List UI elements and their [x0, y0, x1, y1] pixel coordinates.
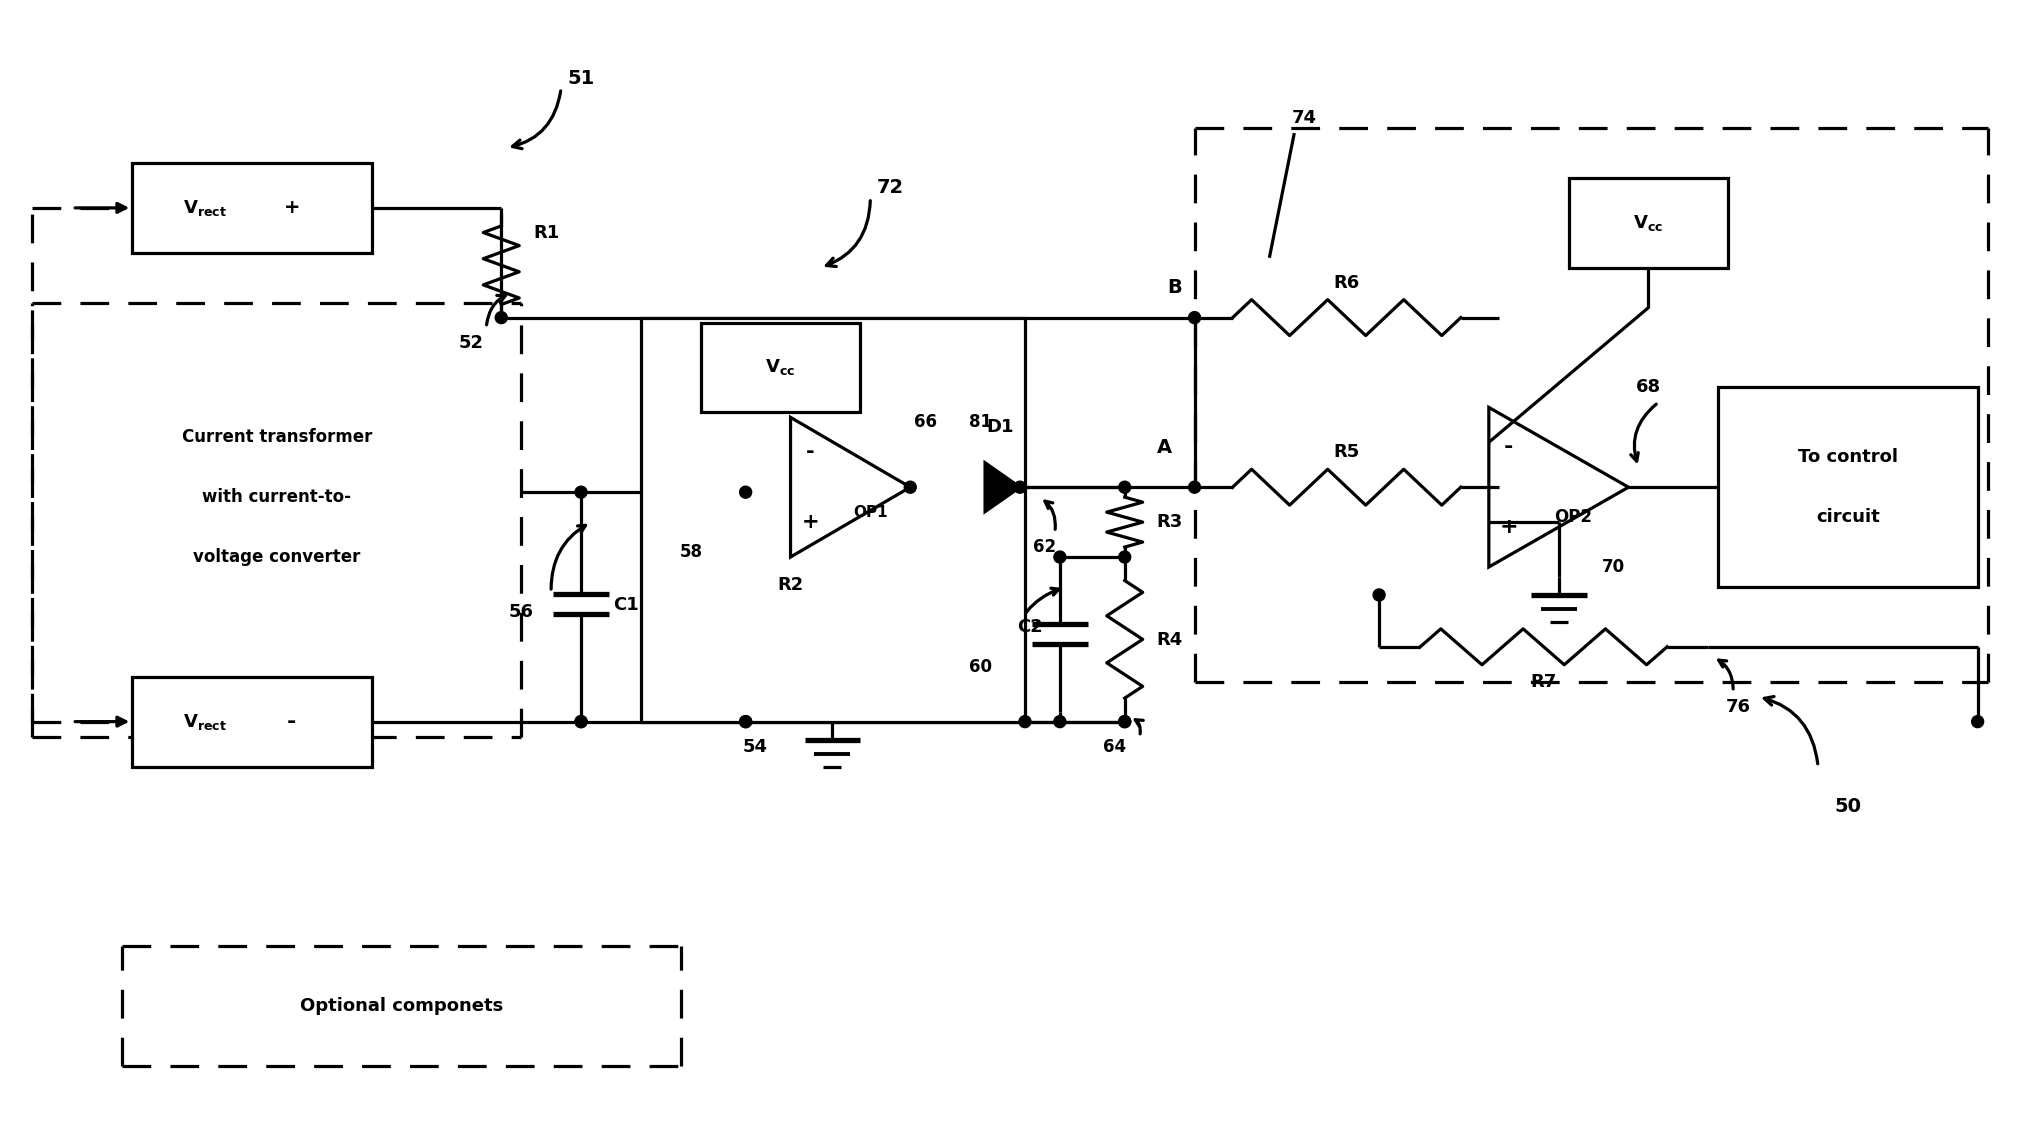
Text: $\mathbf{V}_{\mathbf{rect}}$: $\mathbf{V}_{\mathbf{rect}}$	[184, 198, 226, 218]
Text: $\mathbf{V_{cc}}$: $\mathbf{V_{cc}}$	[1634, 213, 1664, 233]
Text: OP1: OP1	[852, 505, 887, 520]
Text: 68: 68	[1636, 379, 1660, 397]
Text: B: B	[1168, 279, 1182, 297]
FancyArrowPatch shape	[1719, 661, 1733, 689]
Bar	[131, 163, 372, 252]
Text: 74: 74	[1291, 109, 1317, 127]
Text: D1: D1	[986, 418, 1014, 437]
Text: Current transformer: Current transformer	[182, 429, 372, 447]
Text: R4: R4	[1157, 631, 1184, 649]
Text: 66: 66	[913, 414, 937, 431]
Text: +: +	[802, 512, 820, 532]
Text: -: -	[1505, 438, 1513, 457]
Text: 54: 54	[743, 738, 768, 756]
FancyArrowPatch shape	[1010, 588, 1058, 649]
Text: 58: 58	[679, 543, 703, 561]
Circle shape	[1119, 715, 1131, 728]
Text: R2: R2	[778, 576, 804, 594]
FancyArrowPatch shape	[717, 507, 745, 539]
Circle shape	[576, 715, 588, 728]
Text: 56: 56	[509, 603, 533, 621]
Circle shape	[1054, 715, 1067, 728]
Text: $\mathbf{V}_{\mathbf{rect}}$: $\mathbf{V}_{\mathbf{rect}}$	[184, 712, 226, 731]
Bar	[1570, 179, 1729, 267]
Bar	[1719, 388, 1978, 587]
FancyArrowPatch shape	[1763, 697, 1818, 764]
Text: To control: To control	[1798, 448, 1899, 466]
Circle shape	[1054, 551, 1067, 563]
Circle shape	[1014, 481, 1026, 493]
Bar	[701, 323, 861, 413]
Text: 62: 62	[1034, 538, 1056, 556]
Bar	[131, 677, 372, 766]
Text: 70: 70	[1602, 558, 1624, 576]
Text: +: +	[1499, 517, 1519, 537]
Polygon shape	[986, 463, 1020, 512]
Text: C2: C2	[1018, 617, 1042, 636]
Text: 64: 64	[1103, 738, 1127, 756]
Text: +: +	[283, 198, 301, 217]
Circle shape	[1018, 715, 1030, 728]
Text: -: -	[806, 442, 814, 463]
Bar	[640, 317, 1024, 722]
Text: with current-to-: with current-to-	[202, 488, 351, 506]
Circle shape	[1188, 481, 1200, 493]
FancyArrowPatch shape	[551, 525, 586, 589]
Circle shape	[1119, 715, 1131, 728]
Text: R6: R6	[1333, 274, 1359, 292]
Text: circuit: circuit	[1816, 508, 1881, 526]
Circle shape	[739, 487, 751, 498]
Text: C1: C1	[612, 596, 638, 614]
Text: -: -	[287, 712, 297, 731]
Text: voltage converter: voltage converter	[194, 548, 360, 566]
Text: 60: 60	[968, 658, 992, 675]
Text: 72: 72	[877, 179, 903, 198]
Circle shape	[1119, 551, 1131, 563]
Circle shape	[1374, 589, 1386, 601]
FancyArrowPatch shape	[487, 296, 505, 325]
FancyArrowPatch shape	[1630, 404, 1656, 462]
Circle shape	[1972, 715, 1984, 728]
Text: R3: R3	[1157, 513, 1184, 531]
Text: R7: R7	[1531, 673, 1557, 690]
FancyArrowPatch shape	[1135, 720, 1143, 733]
Text: $\mathbf{V_{cc}}$: $\mathbf{V_{cc}}$	[766, 357, 796, 377]
Circle shape	[495, 312, 507, 324]
FancyArrowPatch shape	[826, 201, 871, 266]
Circle shape	[739, 715, 751, 728]
Circle shape	[576, 715, 588, 728]
Circle shape	[739, 715, 751, 728]
Text: Optional componets: Optional componets	[299, 997, 503, 1015]
Text: 76: 76	[1725, 698, 1751, 715]
FancyArrowPatch shape	[1044, 501, 1054, 530]
Circle shape	[905, 481, 917, 493]
Text: R1: R1	[533, 224, 560, 242]
Text: OP2: OP2	[1555, 508, 1592, 526]
FancyArrowPatch shape	[513, 91, 562, 149]
Circle shape	[576, 487, 588, 498]
Text: R5: R5	[1333, 443, 1359, 462]
Text: A: A	[1157, 438, 1172, 457]
Text: 50: 50	[1834, 797, 1862, 816]
Circle shape	[1188, 312, 1200, 324]
Text: 81: 81	[968, 414, 992, 431]
Circle shape	[1119, 481, 1131, 493]
Text: 52: 52	[459, 333, 485, 351]
Text: 51: 51	[568, 68, 594, 88]
